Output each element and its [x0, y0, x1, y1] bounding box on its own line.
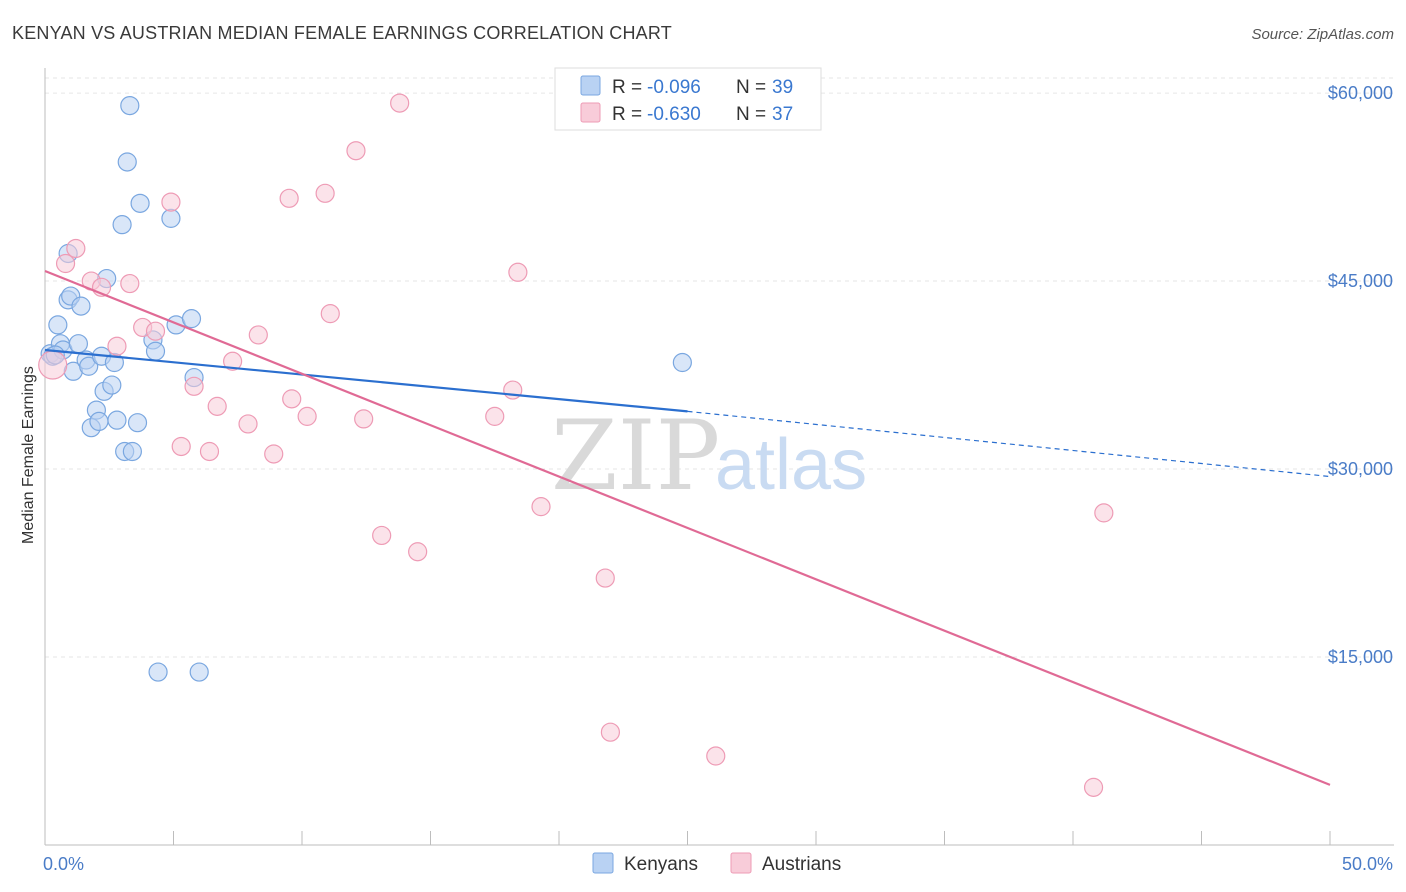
point-austrians [600, 722, 621, 742]
point-austrians [145, 321, 166, 341]
stats-legend: R = -0.096 N = 39 R = -0.630 N = 37 [554, 67, 822, 131]
y-tick-label: $15,000 [1328, 647, 1393, 667]
point-kenyans [122, 441, 142, 462]
series-legend-swatch-kenyans [592, 852, 614, 874]
legend-n-value-austrians: 37 [772, 104, 793, 125]
series-legend: Kenyans Austrians [592, 852, 841, 875]
point-austrians [207, 396, 227, 416]
x-tick-labels: 0.0% 50.0% [43, 854, 1393, 874]
point-austrians [120, 273, 140, 294]
point-austrians [55, 253, 76, 274]
point-austrians [354, 409, 374, 429]
point-kenyans [672, 352, 692, 373]
point-kenyans [48, 315, 68, 335]
chart-title: KENYAN VS AUSTRIAN MEDIAN FEMALE EARNING… [12, 23, 672, 43]
point-kenyans [68, 334, 89, 354]
point-austrians [282, 389, 302, 409]
point-austrians [199, 441, 220, 462]
x-tick-label-min: 0.0% [43, 854, 84, 874]
y-tick-label: $45,000 [1328, 271, 1393, 291]
trend-line-austrians [44, 270, 1331, 786]
series-legend-label-austrians: Austrians [762, 854, 841, 875]
point-austrians [264, 444, 284, 464]
point-austrians [390, 93, 410, 113]
point-austrians [320, 304, 340, 324]
y-tick-labels: $15,000 $30,000 $45,000 $60,000 [1328, 83, 1393, 667]
point-kenyans [120, 95, 140, 116]
point-kenyans [189, 662, 209, 682]
legend-n-value-kenyans: 39 [772, 77, 793, 98]
point-austrians [346, 141, 366, 161]
point-austrians [595, 568, 615, 588]
trend-lines [44, 270, 1331, 786]
watermark-zip-text: ZIP [551, 400, 720, 512]
point-austrians [238, 414, 258, 434]
point-kenyans [130, 193, 150, 213]
point-austrians [485, 406, 505, 426]
point-austrians [223, 351, 243, 371]
y-axis-label: Median Female Earnings [20, 366, 37, 544]
point-austrians [531, 497, 551, 517]
point-kenyans [89, 411, 109, 432]
legend-n-label-austrians: N = [736, 104, 766, 125]
watermark-atlas-text: atlas [715, 425, 867, 505]
point-austrians [171, 436, 191, 457]
point-kenyans [112, 215, 132, 235]
point-austrians [184, 376, 204, 396]
legend-r-value-kenyans: -0.096 [647, 77, 701, 98]
point-austrians [315, 183, 335, 203]
y-tick-label: $60,000 [1328, 83, 1393, 103]
point-kenyans [145, 341, 166, 361]
legend-r-label-austrians: R = [612, 104, 642, 125]
legend-swatch-austrians [580, 102, 601, 123]
data-points [38, 93, 1114, 797]
chart-source: Source: ZipAtlas.com [1251, 26, 1394, 43]
point-austrians [1094, 503, 1114, 523]
point-austrians [706, 746, 726, 766]
series-legend-swatch-austrians [730, 852, 752, 874]
point-austrians [107, 336, 127, 356]
point-austrians [279, 188, 299, 208]
grid-lines [45, 77, 1394, 658]
point-austrians [408, 542, 428, 562]
point-austrians [372, 525, 392, 546]
watermark: ZIP atlas [551, 400, 867, 512]
point-austrians [161, 192, 181, 212]
axes [44, 68, 1394, 846]
point-kenyans [161, 208, 181, 228]
point-kenyans [181, 309, 202, 329]
point-kenyans [117, 152, 137, 172]
legend-r-value-austrians: -0.630 [647, 104, 701, 125]
point-kenyans [127, 413, 148, 433]
trend-line-kenyans [44, 348, 688, 413]
series-legend-label-kenyans: Kenyans [624, 854, 698, 875]
point-kenyans [102, 375, 122, 395]
point-kenyans [79, 356, 99, 376]
point-austrians [248, 325, 268, 345]
point-kenyans [71, 296, 91, 316]
point-austrians [38, 350, 68, 380]
legend-n-label-kenyans: N = [736, 77, 766, 98]
point-austrians [66, 238, 86, 259]
point-kenyans [148, 662, 168, 682]
y-tick-label: $30,000 [1328, 459, 1393, 479]
point-kenyans [107, 410, 127, 430]
legend-r-label-kenyans: R = [612, 77, 642, 98]
point-austrians [508, 262, 528, 282]
point-austrians [1083, 777, 1104, 797]
x-tick-label-max: 50.0% [1342, 854, 1393, 874]
legend-swatch-kenyans [580, 75, 601, 96]
point-austrians [297, 406, 317, 426]
